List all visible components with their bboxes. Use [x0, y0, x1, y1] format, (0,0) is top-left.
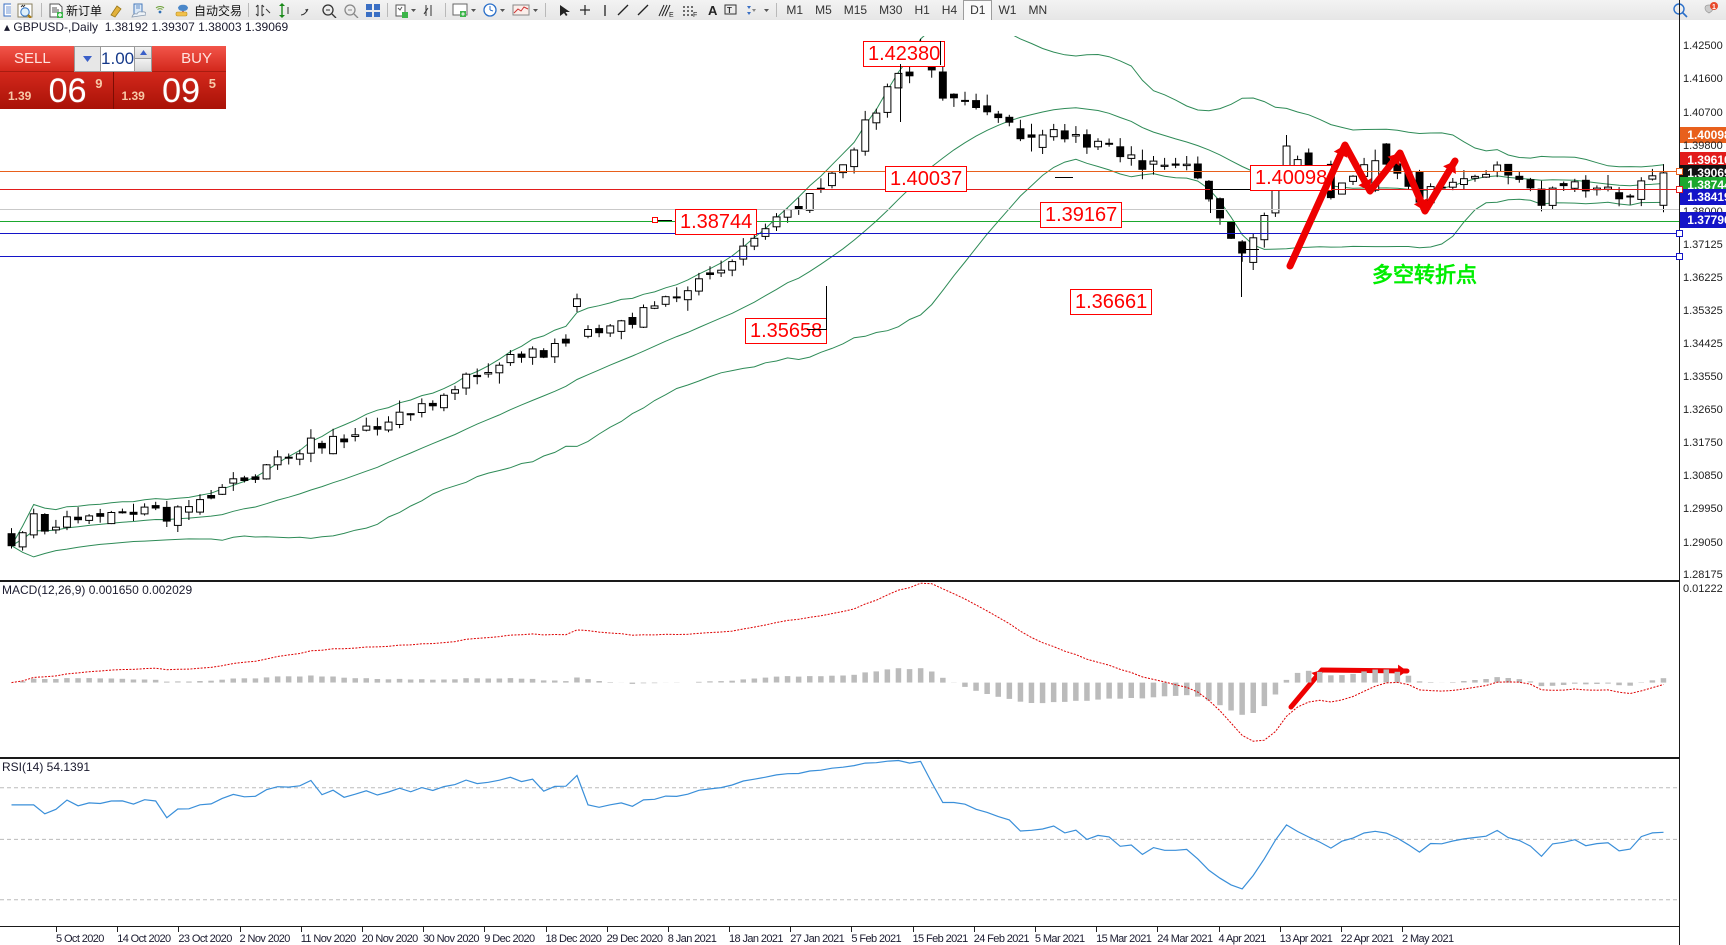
svg-text:E: E [669, 12, 674, 18]
svg-text:T: T [727, 6, 732, 15]
svg-text:F: F [693, 12, 697, 18]
